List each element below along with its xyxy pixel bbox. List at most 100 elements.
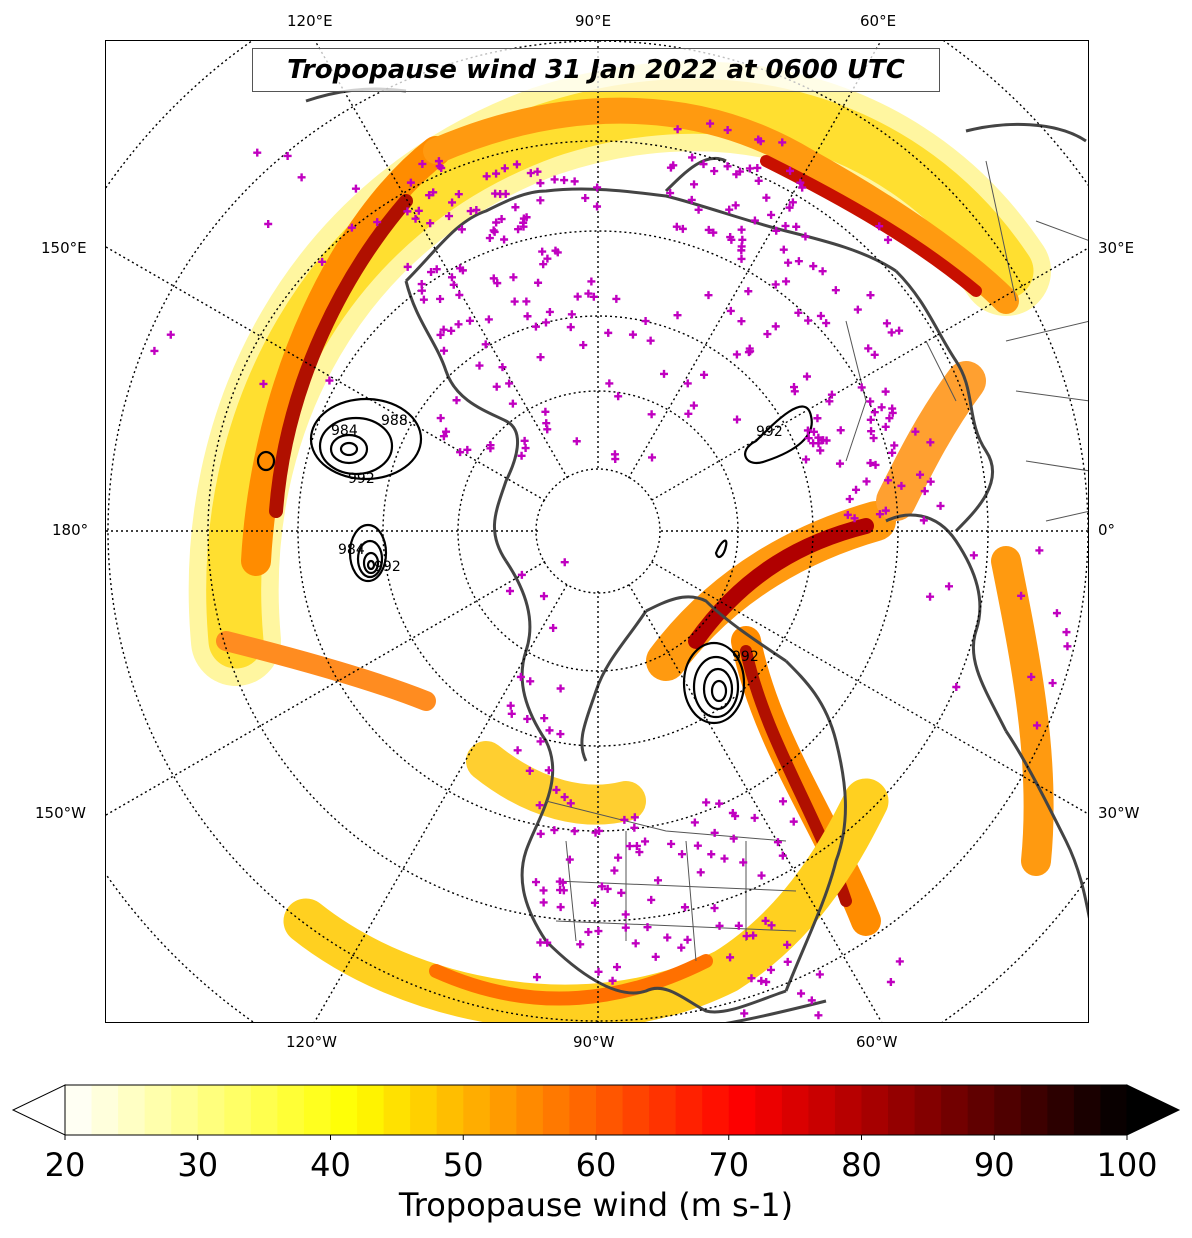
station-marker <box>888 404 897 413</box>
station-marker <box>729 834 738 843</box>
station-marker <box>745 164 754 173</box>
station-marker <box>539 886 548 895</box>
colorbar-cell <box>197 1085 225 1135</box>
station-marker <box>632 841 641 850</box>
station-marker <box>672 222 681 231</box>
station-marker <box>486 444 495 453</box>
station-marker <box>447 273 456 282</box>
station-marker <box>825 397 834 406</box>
station-marker <box>519 222 528 231</box>
station-marker <box>603 884 612 893</box>
station-marker <box>1052 609 1061 618</box>
colorbar-cell <box>755 1085 783 1135</box>
colorbar-tick-label: 90 <box>973 1146 1015 1184</box>
lon-label-bottom: 60°W <box>856 1033 898 1051</box>
station-marker <box>512 160 521 169</box>
station-marker <box>794 308 803 317</box>
station-marker <box>536 353 545 362</box>
station-marker <box>500 235 509 244</box>
station-marker <box>726 953 735 962</box>
station-marker <box>566 799 575 808</box>
colorbar-cell <box>728 1085 756 1135</box>
station-marker <box>895 326 904 335</box>
station-marker <box>753 163 762 172</box>
colorbar-cell <box>888 1085 916 1135</box>
station-marker <box>803 426 812 435</box>
station-marker <box>166 330 175 339</box>
station-marker <box>539 260 548 269</box>
station-marker <box>584 289 593 298</box>
station-marker <box>807 996 816 1005</box>
station-marker <box>517 451 526 460</box>
station-marker <box>677 850 686 859</box>
station-marker <box>725 205 734 214</box>
colorbar-cell <box>118 1085 146 1135</box>
station-marker <box>465 316 474 325</box>
station-marker <box>545 307 554 316</box>
station-marker <box>673 125 682 134</box>
borders <box>545 160 1088 962</box>
station-marker <box>885 414 894 423</box>
station-marker <box>680 903 689 912</box>
station-marker <box>419 295 428 304</box>
station-marker <box>666 189 675 198</box>
station-marker <box>560 176 569 185</box>
station-marker <box>850 514 859 523</box>
station-marker <box>259 379 268 388</box>
station-marker <box>771 322 780 331</box>
station-marker <box>778 851 787 860</box>
wind-field <box>188 61 1054 1022</box>
lon-label-top: 120°E <box>287 12 333 30</box>
station-marker <box>456 448 465 457</box>
station-marker <box>449 280 458 289</box>
station-marker <box>835 459 844 468</box>
station-marker <box>411 214 420 223</box>
station-marker <box>732 170 741 179</box>
station-marker <box>533 167 542 176</box>
station-marker <box>733 415 742 424</box>
lon-label-top: 60°E <box>860 12 897 30</box>
station-marker <box>463 445 472 454</box>
station-marker <box>589 292 598 301</box>
station-marker <box>556 684 565 693</box>
station-marker <box>920 487 929 496</box>
colorbar-cell <box>675 1085 703 1135</box>
station-marker <box>648 453 657 462</box>
station-marker <box>683 379 692 388</box>
colorbar-cell <box>834 1085 863 1135</box>
station-marker <box>709 228 718 237</box>
station-marker <box>608 976 617 985</box>
isobar-label: 984 <box>331 423 358 439</box>
colorbar-extend-min <box>11 1084 66 1136</box>
station-marker <box>772 226 781 235</box>
colorbar-cell <box>861 1085 889 1135</box>
colorbar-cell <box>1100 1085 1128 1135</box>
colorbar-cell <box>250 1085 278 1135</box>
station-marker <box>827 390 836 399</box>
station-marker <box>816 311 825 320</box>
station-marker <box>543 254 552 263</box>
station-marker <box>521 444 530 453</box>
station-marker <box>710 167 719 176</box>
station-marker <box>790 383 798 392</box>
station-marker <box>520 436 529 445</box>
station-marker <box>853 305 862 314</box>
station-marker <box>779 245 788 254</box>
station-marker <box>403 262 412 271</box>
station-marker <box>439 432 448 441</box>
colorbar-cell <box>330 1085 358 1135</box>
station-marker <box>496 190 505 199</box>
station-marker <box>696 868 705 877</box>
station-marker <box>756 137 765 146</box>
station-marker <box>761 916 770 925</box>
colorbar-cell <box>303 1085 332 1135</box>
station-marker <box>704 225 713 234</box>
station-marker <box>870 350 879 359</box>
station-marker <box>871 460 880 469</box>
station-marker <box>809 262 818 271</box>
colorbar-tick-label: 100 <box>1096 1146 1158 1184</box>
station-marker <box>526 677 535 686</box>
station-marker <box>587 277 596 286</box>
station-marker <box>911 427 920 436</box>
station-marker <box>1048 679 1057 688</box>
